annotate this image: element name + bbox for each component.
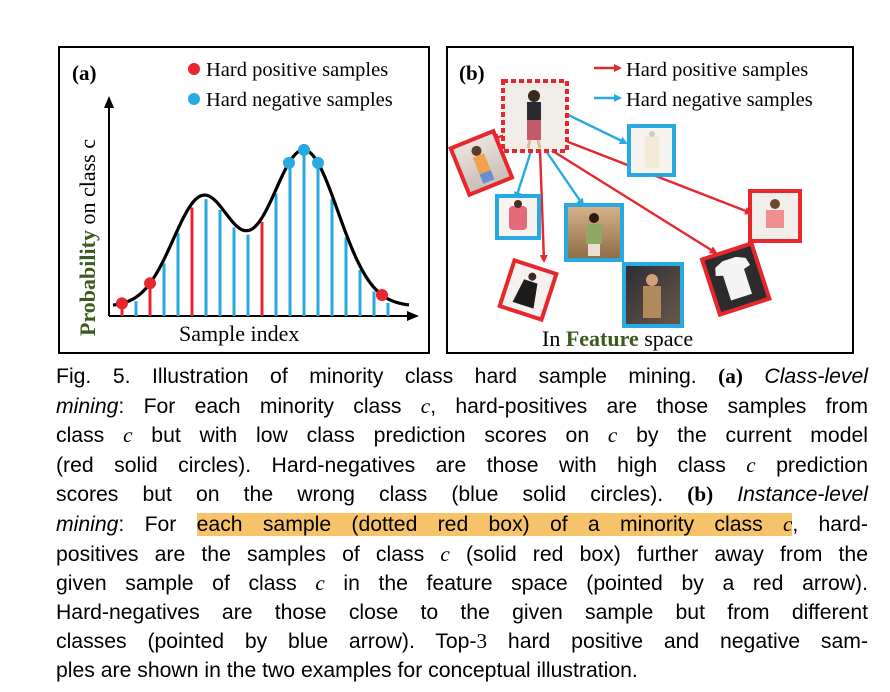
negative-sample-3 — [564, 203, 624, 262]
x-axis-arrowhead — [407, 311, 419, 321]
negative-sample-2 — [495, 194, 541, 240]
legend-positive-label: Hard positive samples — [206, 59, 388, 81]
positive-sample-2 — [497, 257, 559, 323]
arrow-to-positive-4 — [547, 146, 718, 255]
caption-line: Hard-negatives are those close to the gi… — [56, 600, 868, 624]
legend-negative-label: Hard negative samples — [206, 89, 393, 111]
x-axis-label: Sample index — [179, 321, 299, 346]
caption-line: (red solid circles). Hard-negatives are … — [56, 452, 868, 477]
legend-negative-label: Hard negative samples — [626, 89, 813, 111]
hard-positive-dot — [144, 277, 156, 290]
arrow-to-negative-3 — [543, 147, 585, 207]
hard-negative-dot — [298, 143, 310, 156]
hard-negative-dot — [312, 156, 324, 169]
y-axis-arrowhead — [104, 96, 114, 108]
positive-sample-4 — [699, 240, 772, 318]
y-axis-label: Probability on class c — [75, 139, 100, 336]
class-probability-plot: Hard positive samples Hard negative samp… — [72, 59, 419, 346]
anchor-sample-dotted-box — [501, 79, 569, 153]
caption-line: scores but on the wrong class (blue soli… — [56, 482, 868, 507]
caption-line: positives are the samples of class c (so… — [56, 541, 868, 566]
arrow-to-negative-1 — [557, 108, 628, 145]
positive-sample-1 — [448, 128, 515, 198]
arrow-to-negative-2 — [514, 147, 534, 200]
panel-a-class-level-mining: Hard positive samples Hard negative samp… — [58, 46, 430, 354]
negative-sample-1 — [627, 124, 676, 177]
panel-b-instance-level-mining: (b) Hard positive samples Hard negative … — [446, 46, 854, 354]
caption-line: mining: For each minority class c, hard-… — [56, 393, 868, 418]
caption-line: ples are shown in the two examples for c… — [56, 658, 638, 682]
sample-bars — [120, 153, 390, 316]
density-curve — [112, 148, 410, 307]
panel-b-label: (b) — [459, 61, 485, 85]
sample-dots — [116, 143, 388, 310]
caption-line: classes (pointed by blue arrow). Top-3 h… — [56, 629, 868, 654]
hard-negative-dot — [283, 156, 295, 169]
caption-line: mining: For each sample (dotted red box)… — [56, 511, 868, 536]
figure-caption: Fig. 5. Illustration of minority class h… — [56, 362, 868, 686]
hard-positive-dot — [376, 289, 388, 302]
caption-line: given sample of class c in the feature s… — [56, 571, 868, 596]
caption-line: class c but with low class prediction sc… — [56, 423, 868, 448]
feature-space-label: In Feature space — [542, 326, 693, 351]
caption-line: Fig. 5. Illustration of minority class h… — [56, 364, 868, 388]
negative-sample-4 — [622, 262, 684, 328]
positive-sample-3 — [748, 189, 802, 243]
hard-positive-dot — [116, 297, 128, 310]
highlighted-text: each sample (dotted red box) of a minori… — [196, 511, 793, 536]
legend-negative-dot — [188, 93, 200, 105]
arrow-to-positive-2 — [538, 149, 548, 263]
legend-positive-dot — [188, 63, 200, 75]
legend-positive-label: Hard positive samples — [626, 59, 808, 81]
panel-a-label: (a) — [72, 61, 97, 85]
feature-space-diagram: (b) Hard positive samples Hard negative … — [448, 59, 813, 351]
